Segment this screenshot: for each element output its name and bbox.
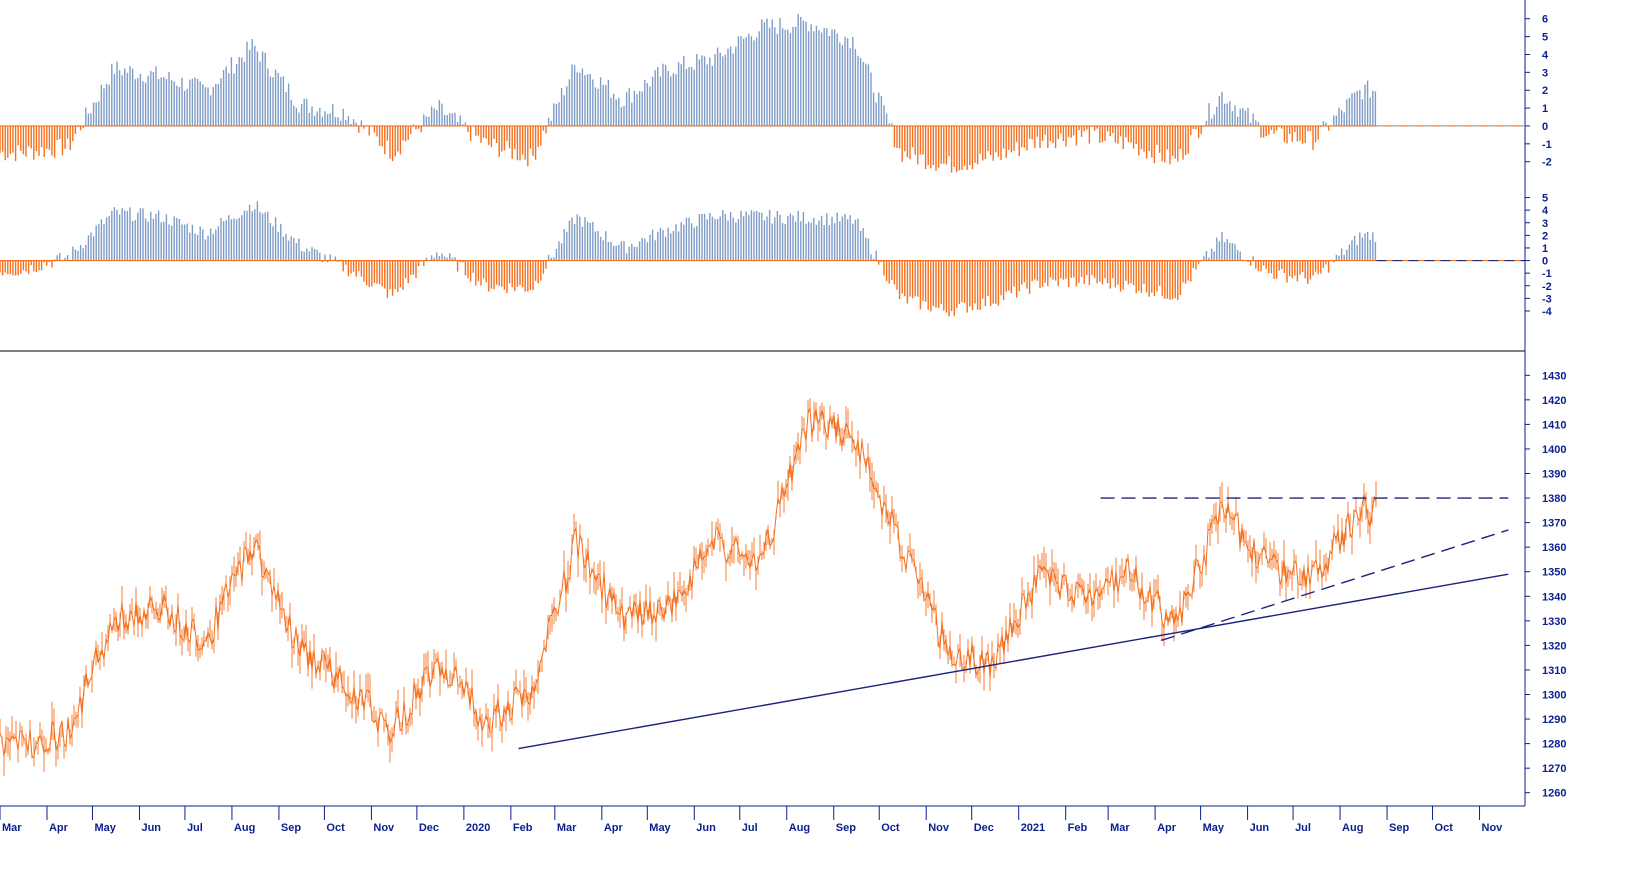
y-tick-label: 1370	[1542, 518, 1566, 530]
price-line	[0, 407, 1377, 759]
y-tick-label: 1360	[1542, 542, 1566, 554]
y-tick-label: 4	[1542, 205, 1549, 217]
x-tick-label: Feb	[1068, 822, 1088, 834]
x-tick-label: Jul	[187, 822, 203, 834]
y-tick-label: -1	[1542, 268, 1552, 280]
y-tick-label: 1390	[1542, 469, 1566, 481]
x-tick-label: Oct	[326, 822, 345, 834]
x-tick-label: Apr	[1157, 822, 1177, 834]
y-tick-label: 5	[1542, 193, 1548, 205]
y-tick-label: -4	[1542, 306, 1553, 318]
y-tick-label: 1400	[1542, 444, 1566, 456]
y-tick-label: 1280	[1542, 739, 1566, 751]
x-tick-label: Oct	[1435, 822, 1454, 834]
y-tick-label: 1300	[1542, 690, 1566, 702]
x-tick-label: Jun	[696, 822, 716, 834]
y-tick-label: 3	[1542, 67, 1548, 79]
y-tick-label: 1420	[1542, 395, 1566, 407]
x-tick-label: May	[649, 822, 671, 834]
x-tick-label: Aug	[1342, 822, 1363, 834]
x-tick-label: Aug	[234, 822, 255, 834]
y-tick-label: 2	[1542, 230, 1548, 242]
x-tick-label: Apr	[49, 822, 69, 834]
y-tick-label: 1380	[1542, 493, 1566, 505]
y-tick-label: 3	[1542, 218, 1548, 230]
x-tick-label: Nov	[1482, 822, 1504, 834]
y-tick-label: 6	[1542, 14, 1548, 26]
y-tick-label: 1270	[1542, 763, 1566, 775]
y-tick-label: 1350	[1542, 567, 1566, 579]
y-tick-label: -2	[1542, 281, 1552, 293]
x-tick-label: Jul	[742, 822, 758, 834]
x-tick-label: Jul	[1295, 822, 1311, 834]
x-tick-label: Sep	[836, 822, 856, 834]
x-tick-label: Jun	[141, 822, 161, 834]
y-tick-label: 1310	[1542, 665, 1566, 677]
x-tick-label: May	[94, 822, 116, 834]
x-tick-label: Mar	[557, 822, 577, 834]
x-tick-label: Aug	[789, 822, 810, 834]
x-tick-label: 2020	[466, 822, 490, 834]
y-tick-label: 1290	[1542, 714, 1566, 726]
x-tick-label: May	[1203, 822, 1225, 834]
y-tick-label: 0	[1542, 256, 1548, 268]
price-series	[0, 398, 1377, 777]
y-axis-labels: 6543210-1-2543210-1-2-3-4143014201410140…	[1525, 14, 1566, 800]
y-tick-label: 1	[1542, 103, 1548, 115]
oscillator-2-bars	[0, 201, 1525, 317]
y-tick-label: 4	[1542, 49, 1549, 61]
y-tick-label: 1340	[1542, 591, 1566, 603]
y-tick-label: 1330	[1542, 616, 1566, 628]
y-tick-label: 1430	[1542, 370, 1566, 382]
y-tick-label: -3	[1542, 293, 1552, 305]
x-tick-label: Jun	[1250, 822, 1270, 834]
y-tick-label: -2	[1542, 157, 1552, 169]
x-tick-label: Nov	[928, 822, 950, 834]
x-tick-label: Dec	[419, 822, 439, 834]
x-tick-label: Apr	[604, 822, 624, 834]
y-tick-label: 1320	[1542, 640, 1566, 652]
y-tick-label: 1260	[1542, 788, 1566, 800]
y-tick-label: 0	[1542, 121, 1548, 133]
y-tick-label: -1	[1542, 139, 1552, 151]
oscillator-1-bars	[0, 14, 1525, 173]
y-tick-label: 1410	[1542, 419, 1566, 431]
trendline-solid	[518, 573, 1509, 750]
x-tick-label: Feb	[513, 822, 533, 834]
x-tick-label: 2021	[1021, 822, 1045, 834]
x-tick-label: Sep	[281, 822, 301, 834]
x-tick-label: Oct	[881, 822, 900, 834]
x-axis-labels: Mar Apr May Jun Jul Aug Sep Oct Nov Dec 2020 Feb Mar…	[0, 806, 1503, 834]
trendline-dashed	[1160, 529, 1509, 642]
x-tick-label: Sep	[1389, 822, 1409, 834]
x-tick-label: Mar	[1110, 822, 1130, 834]
x-tick-label: Nov	[373, 822, 395, 834]
x-tick-label: Dec	[974, 822, 994, 834]
trendlines	[518, 497, 1509, 750]
x-tick-label: Mar	[2, 822, 22, 834]
y-tick-label: 5	[1542, 32, 1548, 44]
y-tick-label: 1	[1542, 243, 1548, 255]
y-tick-label: 2	[1542, 85, 1548, 97]
